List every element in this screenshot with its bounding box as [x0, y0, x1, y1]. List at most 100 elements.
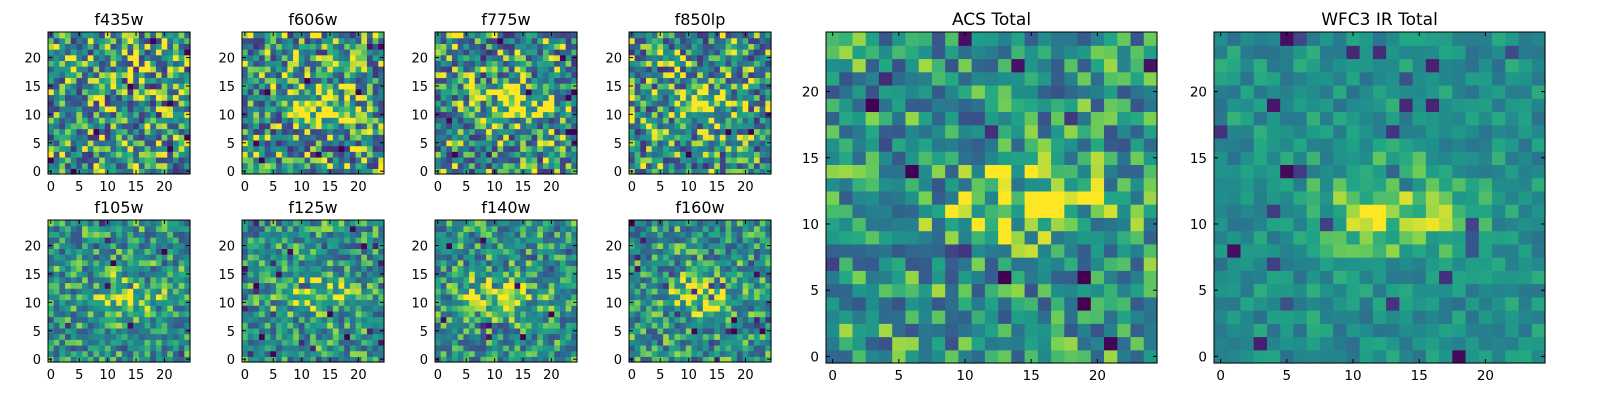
heatmap-cell: [736, 288, 744, 295]
heatmap-cell: [361, 276, 368, 284]
heatmap-cell: [463, 242, 470, 249]
heatmap-cell: [736, 88, 744, 96]
heatmap-cell: [503, 94, 510, 101]
heatmap-cell: [469, 333, 476, 340]
heatmap-cell: [321, 237, 328, 244]
heatmap-cell: [559, 271, 567, 278]
heatmap-cell: [508, 60, 516, 67]
heatmap-cell: [697, 350, 704, 357]
heatmap-cell: [514, 276, 521, 284]
heatmap-cell: [685, 54, 693, 61]
heatmap-cell: [167, 49, 174, 56]
heatmap-cell: [719, 327, 727, 335]
heatmap-cell: [65, 156, 72, 164]
heatmap-cell: [293, 71, 300, 79]
heatmap-cell: [104, 316, 112, 323]
heatmap-cell: [121, 111, 129, 118]
heatmap-cell: [270, 49, 277, 56]
heatmap-cell: [697, 305, 704, 312]
heatmap-cell: [708, 322, 715, 329]
heatmap-cell: [537, 122, 544, 130]
heatmap-cell: [327, 66, 334, 73]
heatmap-cell: [355, 88, 362, 96]
heatmap-cell: [259, 162, 266, 169]
heatmap-cell: [104, 248, 112, 255]
heatmap-cell: [104, 344, 112, 352]
heatmap-cell: [719, 168, 727, 175]
heatmap-cell: [361, 134, 368, 141]
heatmap-cell: [138, 100, 146, 107]
heatmap-cell: [355, 145, 362, 152]
x-tick-label: 0: [241, 368, 249, 383]
heatmap-cell: [646, 83, 653, 90]
heatmap-cell: [344, 43, 351, 50]
heatmap-cell: [259, 310, 266, 318]
heatmap-cell: [82, 122, 89, 130]
heatmap-cell: [680, 162, 687, 169]
heatmap-cell: [110, 162, 117, 169]
heatmap-cell: [559, 322, 567, 329]
heatmap-cell: [321, 350, 328, 357]
heatmap-cell: [486, 220, 493, 227]
heatmap-cell: [355, 111, 362, 118]
heatmap-cell: [59, 151, 66, 158]
heatmap-cell: [571, 333, 578, 340]
heatmap-cell: [304, 49, 311, 56]
heatmap-cell: [474, 327, 482, 335]
heatmap-cell: [270, 322, 277, 329]
heatmap-cell: [310, 128, 317, 135]
heatmap-cell: [503, 231, 510, 238]
heatmap-cell: [554, 299, 561, 306]
heatmap-cell: [321, 122, 328, 130]
heatmap-cell: [242, 49, 249, 56]
heatmap-cell: [731, 339, 738, 346]
heatmap-cell: [264, 54, 271, 61]
heatmap-cell: [104, 105, 112, 113]
heatmap-cell: [310, 316, 317, 323]
heatmap-cell: [565, 145, 572, 152]
heatmap-cell: [469, 117, 476, 124]
heatmap-cell: [298, 100, 306, 107]
heatmap-cell: [247, 43, 254, 50]
heatmap-cell: [138, 344, 146, 352]
heatmap-cell: [144, 276, 151, 284]
heatmap-cell: [640, 128, 647, 135]
heatmap-cell: [281, 49, 289, 56]
heatmap-cell: [554, 100, 561, 107]
heatmap-cell: [361, 94, 368, 101]
heatmap-cell: [242, 333, 249, 340]
heatmap-cell: [736, 282, 744, 289]
heatmap-cell: [469, 225, 476, 232]
heatmap-cell: [121, 117, 129, 124]
heatmap-cell: [65, 128, 72, 135]
heatmap-cell: [491, 322, 499, 329]
heatmap-cell: [731, 305, 738, 312]
heatmap-cell: [497, 54, 504, 61]
heatmap-cell: [332, 333, 340, 340]
heatmap-cell: [270, 271, 277, 278]
heatmap-cell: [474, 156, 482, 164]
heatmap-cell: [759, 322, 766, 329]
heatmap-cell: [355, 322, 362, 329]
heatmap-cell: [753, 43, 761, 50]
heatmap-cell: [161, 271, 168, 278]
heatmap-cell: [287, 162, 294, 169]
heatmap-cell: [65, 248, 72, 255]
heatmap-cell: [685, 37, 693, 44]
heatmap-cell: [531, 122, 538, 130]
heatmap-cell: [155, 71, 163, 79]
heatmap-cell: [87, 117, 95, 124]
heatmap-cell: [634, 162, 641, 169]
heatmap-cell: [514, 32, 521, 39]
heatmap-cell: [361, 288, 368, 295]
heatmap-cell: [503, 156, 510, 164]
heatmap-cell: [469, 254, 476, 261]
panel-title: f125w: [288, 198, 337, 217]
heatmap-cell: [657, 145, 664, 152]
heatmap-cell: [355, 77, 362, 84]
heatmap-cell: [440, 32, 447, 39]
heatmap-cell: [497, 105, 504, 113]
heatmap-cell: [657, 60, 664, 67]
heatmap-cell: [121, 254, 129, 261]
heatmap-cell: [525, 128, 533, 135]
